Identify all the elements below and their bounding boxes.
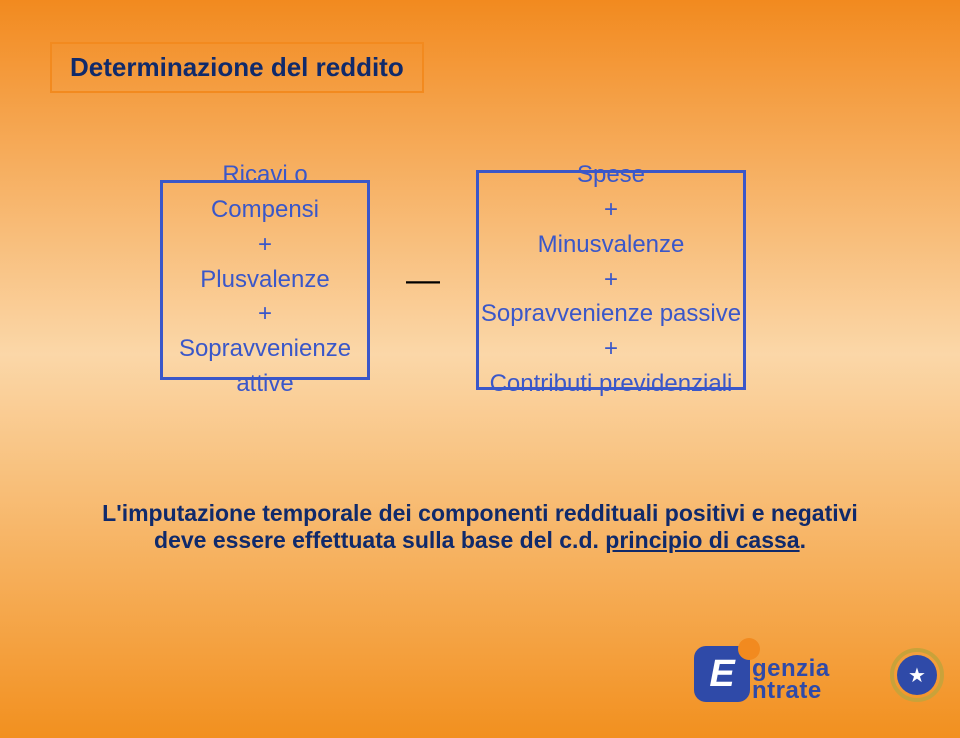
card-line: + bbox=[479, 263, 743, 298]
slide-title-text: Determinazione del reddito bbox=[70, 52, 404, 82]
card-line: + bbox=[163, 228, 367, 263]
caption-underlined: principio di cassa bbox=[605, 527, 799, 553]
caption-text: L'imputazione temporale dei componenti r… bbox=[0, 500, 960, 554]
caption-line-1: L'imputazione temporale dei componenti r… bbox=[0, 500, 960, 527]
card-line: Spese bbox=[479, 158, 743, 193]
caption-line-2-suffix: . bbox=[800, 527, 806, 553]
card-line: Compensi bbox=[163, 193, 367, 228]
formula-row: Ricavi oCompensi+Plusvalenze+Sopravvenie… bbox=[160, 170, 746, 390]
repubblica-star-icon: ★ bbox=[908, 663, 926, 688]
card-line: + bbox=[163, 297, 367, 332]
slide-title-box: Determinazione del reddito bbox=[50, 42, 424, 93]
formula-card-right: Spese+Minusvalenze+Sopravvenienze passiv… bbox=[476, 170, 746, 390]
card-line: + bbox=[479, 193, 743, 228]
repubblica-emblem-inner: ★ bbox=[897, 655, 937, 695]
caption-line-2-prefix: deve essere effettuata sulla base del c.… bbox=[154, 527, 605, 553]
card-line: Ricavi o bbox=[163, 158, 367, 193]
card-line: + bbox=[479, 332, 743, 367]
agenzia-badge-letter: E bbox=[709, 653, 734, 696]
caption-line-2: deve essere effettuata sulla base del c.… bbox=[0, 527, 960, 554]
agenzia-badge-icon: E bbox=[694, 646, 750, 702]
minus-sign: — bbox=[406, 261, 440, 300]
card-line: Sopravvenienze bbox=[163, 332, 367, 367]
card-line: Sopravvenienze passive bbox=[479, 297, 743, 332]
agenzia-entrate-logo: E genzia ntrate bbox=[694, 646, 830, 702]
agenzia-wordmark: genzia ntrate bbox=[746, 658, 830, 702]
agenzia-word-bottom: ntrate bbox=[752, 680, 830, 702]
card-line: Contributi previdenziali bbox=[479, 367, 743, 402]
card-line: attive bbox=[163, 367, 367, 402]
card-line: Plusvalenze bbox=[163, 263, 367, 298]
card-line: Minusvalenze bbox=[479, 228, 743, 263]
formula-card-left: Ricavi oCompensi+Plusvalenze+Sopravvenie… bbox=[160, 180, 370, 380]
repubblica-emblem-icon: ★ bbox=[890, 648, 944, 702]
